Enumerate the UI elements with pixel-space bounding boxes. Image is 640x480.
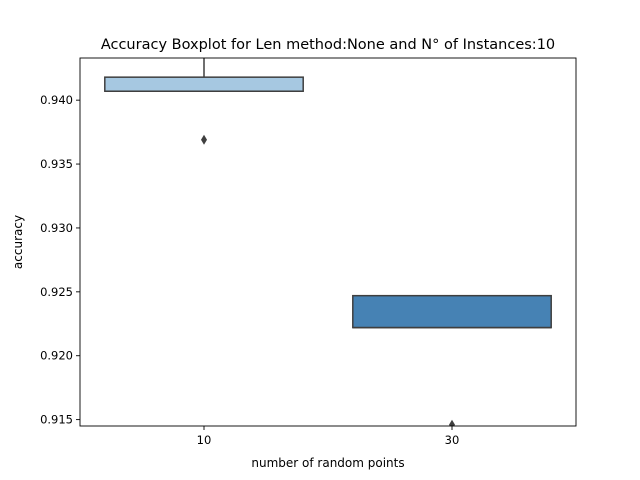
y-tick-label: 0.920 [40,349,73,363]
x-tick-label: 10 [197,433,212,447]
y-tick-label: 0.935 [40,157,73,171]
box-group-10 [104,58,304,145]
y-tick-label: 0.940 [40,93,73,107]
y-axis: 0.915 0.920 0.925 0.930 0.935 0.940 [40,93,80,427]
x-axis-label: number of random points [251,456,404,470]
box-iqr [352,294,552,329]
y-tick-label: 0.915 [40,413,73,427]
plot-frame [79,57,577,427]
box-group-30 [352,294,552,426]
x-axis: 10 30 [197,426,460,447]
y-tick-label: 0.930 [40,221,73,235]
outlier-point [201,134,207,145]
y-axis-label: accuracy [11,215,25,269]
box-iqr [104,76,304,92]
outlier-point [449,419,455,426]
plot-area [104,58,552,426]
y-tick-label: 0.925 [40,285,73,299]
x-tick-label: 30 [445,433,460,447]
chart-title: Accuracy Boxplot for Len method:None and… [101,37,555,53]
